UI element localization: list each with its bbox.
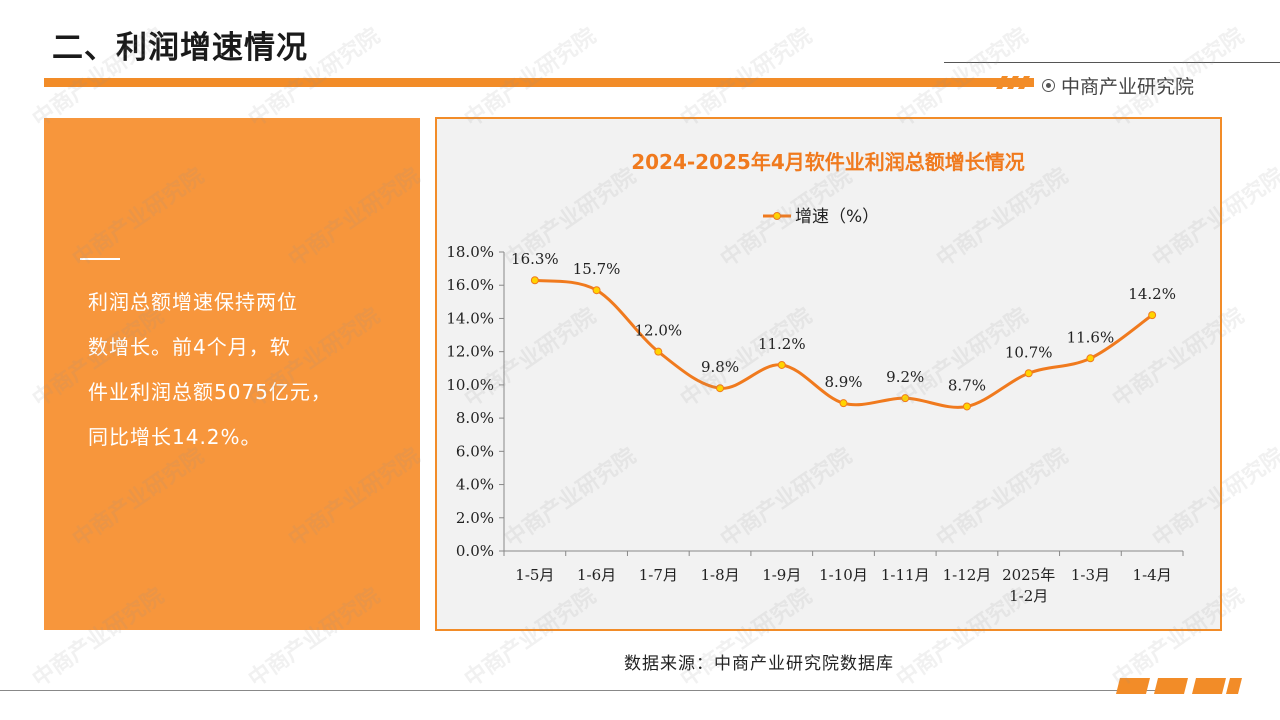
data-source-note: 数据来源：中商产业研究院数据库 <box>624 654 894 674</box>
data-point <box>530 276 539 285</box>
y-tick-label: 8.0% <box>456 409 494 427</box>
summary-text: 利润总额增速保持两位 数增长。前4个月，软 件业利润总额5075亿元， 同比增长… <box>88 280 388 460</box>
data-label: 15.7% <box>573 260 621 278</box>
summary-card: 利润总额增速保持两位 数增长。前4个月，软 件业利润总额5075亿元， 同比增长… <box>44 118 420 630</box>
data-label: 8.7% <box>948 376 986 394</box>
page-title: 二、利润增速情况 <box>52 30 308 66</box>
title-accent-bar <box>44 78 1034 87</box>
data-label: 14.2% <box>1128 285 1176 303</box>
x-tick-label: 1-7月 <box>639 566 678 584</box>
data-label: 12.0% <box>634 322 682 340</box>
data-point <box>1024 369 1033 378</box>
y-tick-label: 16.0% <box>446 276 494 294</box>
data-point <box>654 347 663 356</box>
y-tick-label: 18.0% <box>446 243 494 261</box>
y-tick-label: 6.0% <box>456 442 494 460</box>
y-tick-label: 10.0% <box>446 376 494 394</box>
data-label: 10.7% <box>1005 343 1053 361</box>
y-tick-label: 4.0% <box>456 476 494 494</box>
data-point <box>1086 354 1095 363</box>
chart-panel: 2024-2025年4月软件业利润总额增长情况 增速（%） 0.0% 2.0% 4.… <box>435 117 1222 631</box>
x-tick-label: 1-9月 <box>762 566 801 584</box>
x-tick-label: 1-4月 <box>1133 566 1172 584</box>
x-tick-label: 1-5月 <box>515 566 554 584</box>
x-tick-label: 2025年 1-2月 <box>1002 566 1055 605</box>
summary-line-3: 件业利润总额5075亿元， <box>88 380 332 404</box>
brand-name: 中商产业研究院 <box>1061 76 1195 98</box>
summary-line-4: 同比增长14.2%。 <box>88 425 262 449</box>
summary-line-1: 利润总额增速保持两位 <box>88 290 298 314</box>
header-divider-line <box>944 62 1280 63</box>
summary-line-2: 数增长。前4个月，软 <box>88 335 291 359</box>
data-label: 11.2% <box>758 335 806 353</box>
data-point <box>901 394 910 403</box>
data-label: 9.2% <box>886 368 924 386</box>
x-tick-label: 1-10月 <box>819 566 868 584</box>
chart-legend: 增速（%） <box>763 207 879 227</box>
x-tick-label: 1-3月 <box>1071 566 1110 584</box>
legend-marker-swatch <box>773 212 781 220</box>
x-tick-label: 1-6月 <box>577 566 616 584</box>
title-stripes-decoration <box>996 76 1030 89</box>
data-label: 8.9% <box>824 373 862 391</box>
y-tick-label: 0.0% <box>456 542 494 560</box>
data-point <box>777 360 786 369</box>
summary-divider <box>80 258 120 260</box>
data-label: 11.6% <box>1067 328 1115 346</box>
y-tick-label: 2.0% <box>456 509 494 527</box>
footer-stripes-decoration <box>1116 678 1242 694</box>
x-tick-label: 1-12月 <box>943 566 992 584</box>
x-tick-label: 1-11月 <box>881 566 930 584</box>
data-point <box>1148 311 1157 320</box>
line-chart: 2024-2025年4月软件业利润总额增长情况 增速（%） 0.0% 2.0% 4.… <box>446 150 1184 605</box>
brand-label: 中商产业研究院 <box>1042 72 1194 99</box>
y-tick-label: 12.0% <box>446 343 494 361</box>
data-label: 16.3% <box>511 250 559 268</box>
data-point <box>962 402 971 411</box>
data-point <box>839 399 848 408</box>
data-point <box>716 384 725 393</box>
legend-label: 增速（%） <box>795 207 879 227</box>
target-icon <box>1042 79 1055 92</box>
chart-title: 2024-2025年4月软件业利润总额增长情况 <box>631 150 1025 174</box>
data-point <box>592 286 601 295</box>
data-label: 9.8% <box>701 358 739 376</box>
x-tick-label: 1-8月 <box>700 566 739 584</box>
footer-divider-line <box>0 690 1180 691</box>
y-tick-label: 14.0% <box>446 309 494 327</box>
